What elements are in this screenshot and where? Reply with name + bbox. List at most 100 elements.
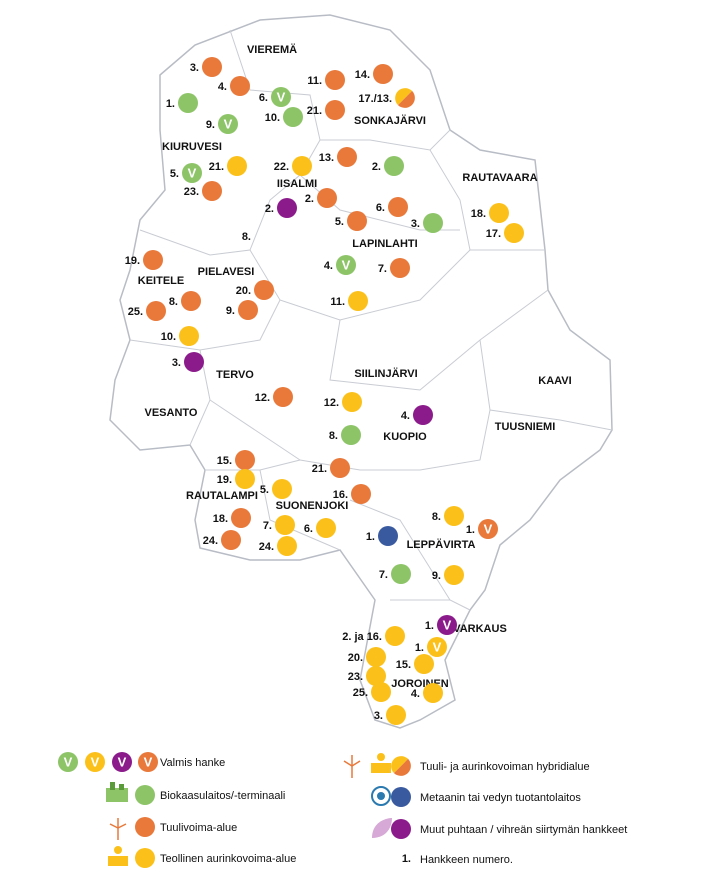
project-number: 1.	[366, 531, 375, 543]
project-number: 1.	[415, 642, 424, 654]
project-number: 3.	[374, 710, 383, 722]
project-number: 11.	[307, 75, 322, 87]
marker	[423, 683, 443, 703]
marker	[478, 519, 498, 539]
project-number: 6.	[376, 202, 385, 214]
hybrid-solar-icon	[371, 753, 391, 773]
wind-icon	[109, 818, 127, 840]
legend-icons	[106, 753, 392, 866]
project-number: 2.	[265, 203, 274, 215]
marker	[385, 626, 405, 646]
status-mark: V	[144, 754, 153, 769]
marker	[283, 107, 303, 127]
region-name: VIEREMÄ	[247, 43, 297, 56]
marker	[384, 156, 404, 176]
marker	[342, 392, 362, 412]
project-number: 20.	[348, 652, 363, 664]
marker-half	[397, 90, 415, 108]
marker	[146, 301, 166, 321]
region-name: LAPINLAHTI	[352, 238, 417, 250]
marker	[388, 197, 408, 217]
region-name: RAUTAVAARA	[462, 172, 537, 184]
project-number: 21.	[209, 161, 224, 173]
marker	[238, 300, 258, 320]
marker	[347, 211, 367, 231]
status-mark: V	[118, 754, 127, 769]
leaf-icon	[372, 818, 392, 838]
project-number: 8.	[432, 511, 441, 523]
project-number: 6.	[304, 523, 313, 535]
project-number: 11.	[330, 296, 345, 308]
marker-half	[391, 756, 409, 774]
marker	[218, 114, 238, 134]
marker	[366, 666, 386, 686]
project-number: 12.	[324, 397, 339, 409]
project-number: 2.	[372, 161, 381, 173]
marker	[386, 705, 406, 725]
marker	[337, 147, 357, 167]
region-name: KIURUVESI	[162, 141, 222, 153]
marker	[112, 752, 132, 772]
project-number: 3.	[190, 62, 199, 74]
project-number: 8.	[329, 430, 338, 442]
marker	[489, 203, 509, 223]
marker	[366, 647, 386, 667]
project-number: 21.	[312, 463, 327, 475]
region-name: VESANTO	[145, 407, 198, 419]
status-mark: V	[64, 754, 73, 769]
project-number: 18.	[213, 513, 228, 525]
marker	[348, 291, 368, 311]
project-number: 9.	[226, 305, 235, 317]
legend-label: Hankkeen numero.	[420, 854, 513, 866]
marker	[135, 848, 155, 868]
project-number: 2.	[305, 193, 314, 205]
project-number: 23.	[348, 671, 363, 683]
marker	[202, 181, 222, 201]
marker	[437, 615, 457, 635]
hybrid-wind-icon	[343, 755, 361, 778]
border	[349, 499, 471, 611]
project-number: 7.	[263, 520, 272, 532]
legend-label: Biokaasulaitos/-terminaali	[160, 790, 285, 802]
legend-label: Valmis hanke	[160, 757, 225, 769]
project-number: 19.	[217, 474, 232, 486]
project-number: 4.	[218, 81, 227, 93]
project-number: 24.	[203, 535, 218, 547]
marker	[135, 785, 155, 805]
marker	[235, 450, 255, 470]
legend-label: Tuulivoima-alue	[160, 822, 237, 834]
marker	[336, 255, 356, 275]
project-number: 4.	[401, 410, 410, 422]
border	[320, 129, 451, 151]
marker	[391, 564, 411, 584]
marker	[444, 565, 464, 585]
marker	[181, 291, 201, 311]
biogas-icon	[106, 782, 128, 802]
project-number: 22.	[274, 161, 289, 173]
project-number: 3.	[411, 218, 420, 230]
marker	[373, 64, 393, 84]
marker	[371, 682, 391, 702]
marker	[271, 87, 291, 107]
project-number: 14.	[355, 69, 370, 81]
marker	[427, 637, 447, 657]
project-number: 23.	[184, 186, 199, 198]
marker	[378, 526, 398, 546]
project-number: 19.	[125, 255, 140, 267]
marker	[275, 515, 295, 535]
marker	[179, 326, 199, 346]
project-number: 5.	[170, 168, 179, 180]
border	[479, 339, 613, 431]
status-mark: V	[277, 89, 286, 104]
marker	[277, 198, 297, 218]
border	[429, 149, 545, 251]
province-outline	[109, 14, 613, 729]
project-number: 6.	[259, 92, 268, 104]
status-mark: V	[224, 116, 233, 131]
marker	[391, 819, 411, 839]
legend-label: Metaanin tai vedyn tuotantolaitos	[420, 792, 581, 804]
project-number: 10.	[265, 112, 280, 124]
marker	[341, 425, 361, 445]
project-number: 7.	[378, 263, 387, 275]
